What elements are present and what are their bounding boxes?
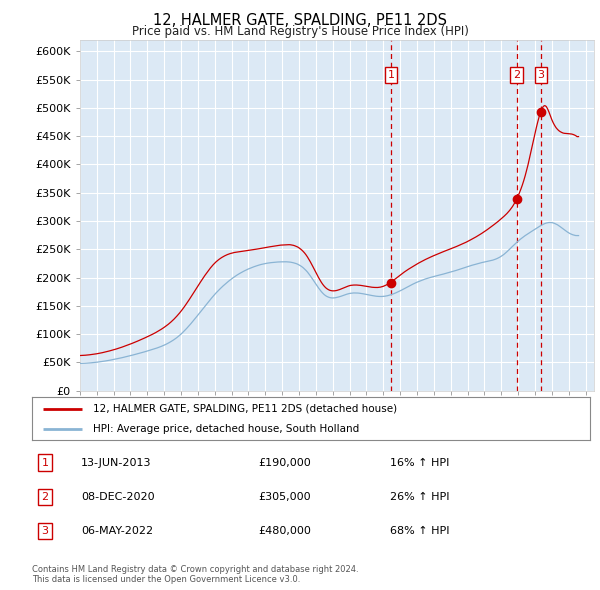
- Text: £190,000: £190,000: [258, 458, 311, 467]
- Text: 06-MAY-2022: 06-MAY-2022: [81, 526, 153, 536]
- Text: Price paid vs. HM Land Registry's House Price Index (HPI): Price paid vs. HM Land Registry's House …: [131, 25, 469, 38]
- Text: 2: 2: [513, 70, 520, 80]
- Text: 2: 2: [41, 492, 49, 502]
- Text: 3: 3: [538, 70, 544, 80]
- Text: 12, HALMER GATE, SPALDING, PE11 2DS: 12, HALMER GATE, SPALDING, PE11 2DS: [153, 13, 447, 28]
- Text: 26% ↑ HPI: 26% ↑ HPI: [390, 492, 449, 502]
- Text: Contains HM Land Registry data © Crown copyright and database right 2024.
This d: Contains HM Land Registry data © Crown c…: [32, 565, 358, 584]
- Text: 68% ↑ HPI: 68% ↑ HPI: [390, 526, 449, 536]
- Text: 3: 3: [41, 526, 49, 536]
- Text: 1: 1: [41, 458, 49, 467]
- Text: 13-JUN-2013: 13-JUN-2013: [81, 458, 151, 467]
- Text: 16% ↑ HPI: 16% ↑ HPI: [390, 458, 449, 467]
- Text: HPI: Average price, detached house, South Holland: HPI: Average price, detached house, Sout…: [93, 424, 359, 434]
- Text: 1: 1: [388, 70, 394, 80]
- Text: £305,000: £305,000: [258, 492, 311, 502]
- Text: 12, HALMER GATE, SPALDING, PE11 2DS (detached house): 12, HALMER GATE, SPALDING, PE11 2DS (det…: [93, 404, 397, 414]
- Text: £480,000: £480,000: [258, 526, 311, 536]
- Text: 08-DEC-2020: 08-DEC-2020: [81, 492, 155, 502]
